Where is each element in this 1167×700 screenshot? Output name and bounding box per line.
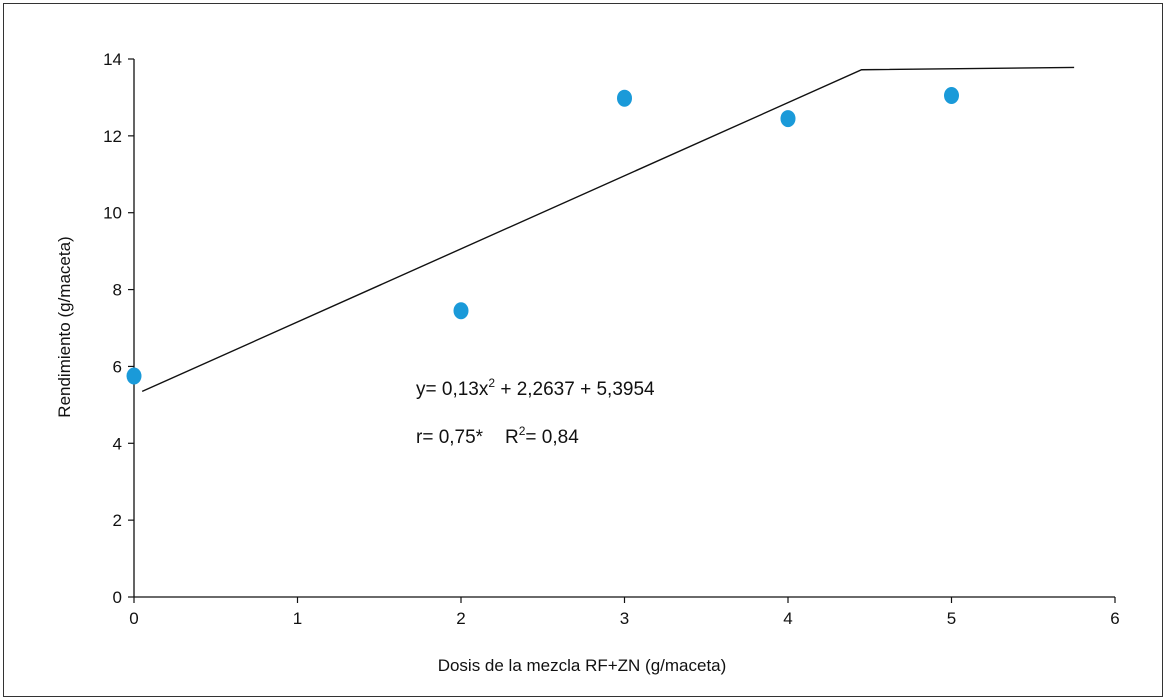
data-point: [126, 367, 142, 385]
data-point: [780, 110, 796, 128]
y-tick-label: 6: [113, 357, 122, 376]
y-tick-label: 14: [103, 50, 122, 69]
data-point: [617, 89, 632, 107]
y-tick-label: 12: [103, 127, 122, 146]
regression-equation: y= 0,13x2 + 2,2637 + 5,3954: [416, 376, 655, 400]
x-tick-label: 6: [1110, 609, 1119, 628]
data-point: [944, 87, 959, 105]
x-ticks: 0 1 2 3 4 5 6: [129, 597, 1120, 628]
y-tick-label: 0: [113, 588, 122, 607]
y-tick-label: 4: [113, 434, 122, 453]
r-squared-label: R: [505, 427, 519, 448]
fit-line: [141, 66, 1075, 393]
data-point: [453, 302, 469, 320]
y-tick-label: 10: [103, 204, 122, 223]
x-tick-label: 0: [129, 609, 138, 628]
r-squared-text: R2= 0,84: [505, 424, 579, 448]
y-ticks: 0 2 4 6 8 10 12 14: [103, 50, 134, 607]
data-points: [126, 87, 959, 385]
x-tick-label: 2: [456, 609, 465, 628]
correlation-text: r= 0,75*: [416, 427, 484, 448]
x-tick-label: 4: [783, 609, 792, 628]
x-tick-label: 5: [947, 609, 956, 628]
y-tick-label: 8: [113, 281, 122, 300]
equation-superscript: 2: [488, 376, 495, 390]
equation-rest: + 2,2637 + 5,3954: [495, 379, 655, 400]
y-tick-label: 2: [113, 511, 122, 530]
x-axis-title: Dosis de la mezcla RF+ZN (g/maceta): [438, 656, 727, 675]
x-tick-label: 3: [620, 609, 629, 628]
r-squared-superscript: 2: [519, 424, 526, 438]
y-axis-title: Rendimiento (g/maceta): [55, 236, 74, 417]
x-tick-label: 1: [293, 609, 302, 628]
chart-frame: [3, 3, 1163, 697]
r-squared-value: = 0,84: [525, 427, 579, 448]
equation-main: y= 0,13x: [416, 379, 489, 400]
